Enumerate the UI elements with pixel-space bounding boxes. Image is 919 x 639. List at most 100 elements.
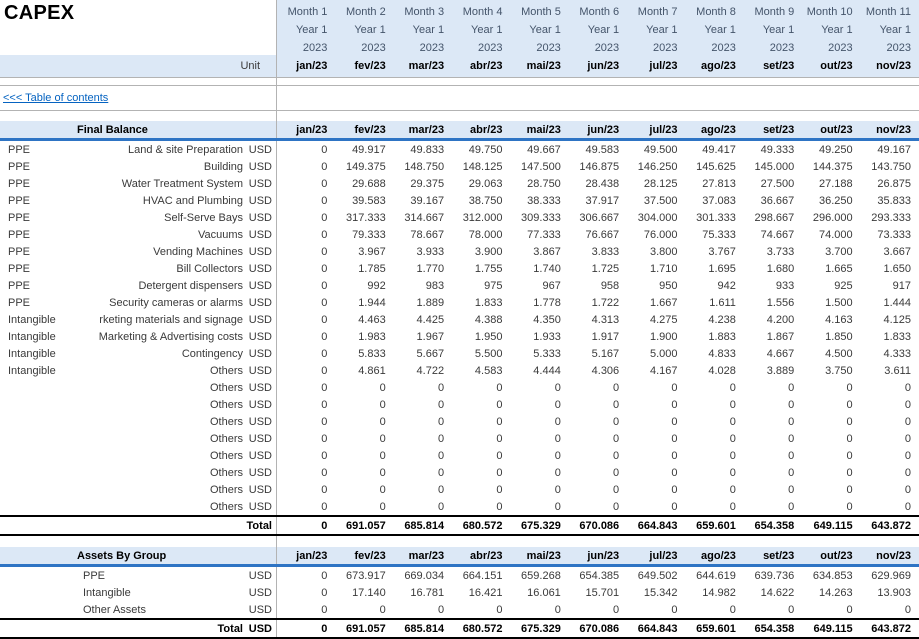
value-cell[interactable]: 0 [554,449,561,462]
value-cell[interactable]: 983 [425,279,445,292]
value-cell[interactable]: 76.000 [643,228,678,241]
value-cell[interactable]: 0 [613,466,620,479]
total-value-cell[interactable]: 675.329 [521,622,561,635]
row-unit-cell[interactable]: USD [247,584,277,601]
value-cell[interactable]: 26.875 [877,177,911,190]
value-cell[interactable]: 1.680 [766,262,795,275]
value-cell[interactable]: 148.750 [404,160,445,173]
value-cell[interactable]: 1.867 [766,330,795,343]
value-cell[interactable]: 0 [613,381,620,394]
value-cell[interactable]: 39.583 [352,194,386,207]
value-cell[interactable]: 0 [321,177,328,190]
value-cell[interactable]: 5.000 [650,347,678,360]
date-header-cell[interactable]: mar/23 [408,549,445,562]
value-cell[interactable]: 1.983 [358,330,386,343]
value-cell[interactable]: 3.833 [591,245,620,258]
value-cell[interactable]: 5.333 [533,347,561,360]
total-value-cell[interactable]: 654.358 [754,519,795,532]
value-cell[interactable]: 0 [379,432,386,445]
value-cell[interactable]: 49.250 [818,143,853,156]
value-cell[interactable]: 306.667 [579,211,620,224]
value-cell[interactable]: 0 [613,500,620,513]
row-label-cell[interactable]: Others [209,432,243,445]
row-label-cell[interactable]: Others [209,483,243,496]
row-label-cell[interactable]: Vending Machines [153,245,243,258]
row-unit-cell[interactable]: USD [247,328,277,345]
value-cell[interactable]: 0 [671,398,678,411]
value-cell[interactable]: 0 [554,432,561,445]
value-cell[interactable]: 0 [379,381,386,394]
value-cell[interactable]: 0 [321,211,328,224]
row-category-cell[interactable]: Intangible [8,313,56,326]
value-cell[interactable]: 0 [437,603,445,616]
value-cell[interactable]: 925 [834,279,853,292]
value-cell[interactable]: 4.500 [825,347,853,360]
value-cell[interactable]: 78.000 [468,228,503,241]
total-value-cell[interactable]: 659.601 [696,622,736,635]
value-cell[interactable]: 49.167 [877,143,911,156]
total-value-cell[interactable]: 649.115 [813,519,853,532]
value-cell[interactable]: 0 [904,603,911,616]
row-unit-cell[interactable]: USD [247,481,277,498]
value-cell[interactable]: 77.333 [527,228,561,241]
column-header-month-5[interactable]: Month 5 Year 1 2023 mai/23 [510,0,569,77]
row-unit-cell[interactable]: USD [247,243,277,260]
value-cell[interactable]: 3.611 [884,364,911,377]
value-cell[interactable]: 0 [379,415,386,428]
value-cell[interactable]: 4.833 [708,347,736,360]
row-unit-cell[interactable]: USD [247,209,277,226]
row-category-cell[interactable]: PPE [8,211,31,224]
date-header-cell[interactable]: jul/23 [649,123,678,136]
value-cell[interactable]: 0 [379,398,386,411]
row-unit-cell[interactable]: USD [247,379,277,396]
date-header-cell[interactable]: mai/23 [526,123,561,136]
date-header-cell[interactable]: mar/23 [408,123,445,136]
value-cell[interactable]: 1.725 [591,262,620,275]
value-cell[interactable]: 644.619 [696,569,736,582]
row-unit-cell[interactable]: USD [247,158,277,175]
total-value-cell[interactable]: 680.572 [462,519,503,532]
total-value-cell[interactable]: 685.814 [404,622,445,635]
date-header-cell[interactable]: fev/23 [354,549,386,562]
row-unit-cell[interactable]: USD [247,192,277,209]
value-cell[interactable]: 0 [321,279,328,292]
value-cell[interactable]: 149.375 [345,160,386,173]
value-cell[interactable]: 3.767 [708,245,736,258]
value-cell[interactable]: 0 [846,483,853,496]
value-cell[interactable]: 14.982 [702,586,736,599]
row-label-cell[interactable]: Land & site Preparation [128,143,243,156]
value-cell[interactable]: 0 [321,449,328,462]
value-cell[interactable]: 3.967 [358,245,386,258]
date-header-cell[interactable]: out/23 [820,549,853,562]
row-unit-cell[interactable]: USD [247,498,277,515]
value-cell[interactable]: 0 [613,449,620,462]
value-cell[interactable]: 0 [437,415,445,428]
value-cell[interactable]: 79.333 [352,228,386,241]
value-cell[interactable]: 4.163 [825,313,853,326]
value-cell[interactable]: 4.125 [883,313,911,326]
value-cell[interactable]: 0 [788,398,795,411]
row-label-cell[interactable]: Others [209,449,243,462]
value-cell[interactable]: 0 [321,483,328,496]
row-label-cell[interactable]: Others [209,364,243,377]
value-cell[interactable]: 13.903 [877,586,911,599]
value-cell[interactable]: 1.556 [766,296,795,309]
value-cell[interactable]: 0 [729,483,736,496]
value-cell[interactable]: 0 [321,313,328,326]
row-label-cell[interactable]: Marketing & Advertising costs [98,330,243,343]
date-header-cell[interactable]: jan/23 [296,549,328,562]
row-unit-cell[interactable]: USD [247,447,277,464]
value-cell[interactable]: 0 [321,245,328,258]
value-cell[interactable]: 0 [321,364,328,377]
value-cell[interactable]: 49.917 [352,143,386,156]
value-cell[interactable]: 29.063 [468,177,503,190]
value-cell[interactable]: 0 [437,432,445,445]
value-cell[interactable]: 4.313 [591,313,620,326]
value-cell[interactable]: 639.736 [754,569,795,582]
value-cell[interactable]: 16.061 [527,586,561,599]
row-category-cell[interactable]: PPE [8,279,31,292]
value-cell[interactable]: 317.333 [345,211,386,224]
value-cell[interactable]: 3.933 [416,245,445,258]
total-value-cell[interactable]: 643.872 [871,519,911,532]
value-cell[interactable]: 664.151 [462,569,503,582]
